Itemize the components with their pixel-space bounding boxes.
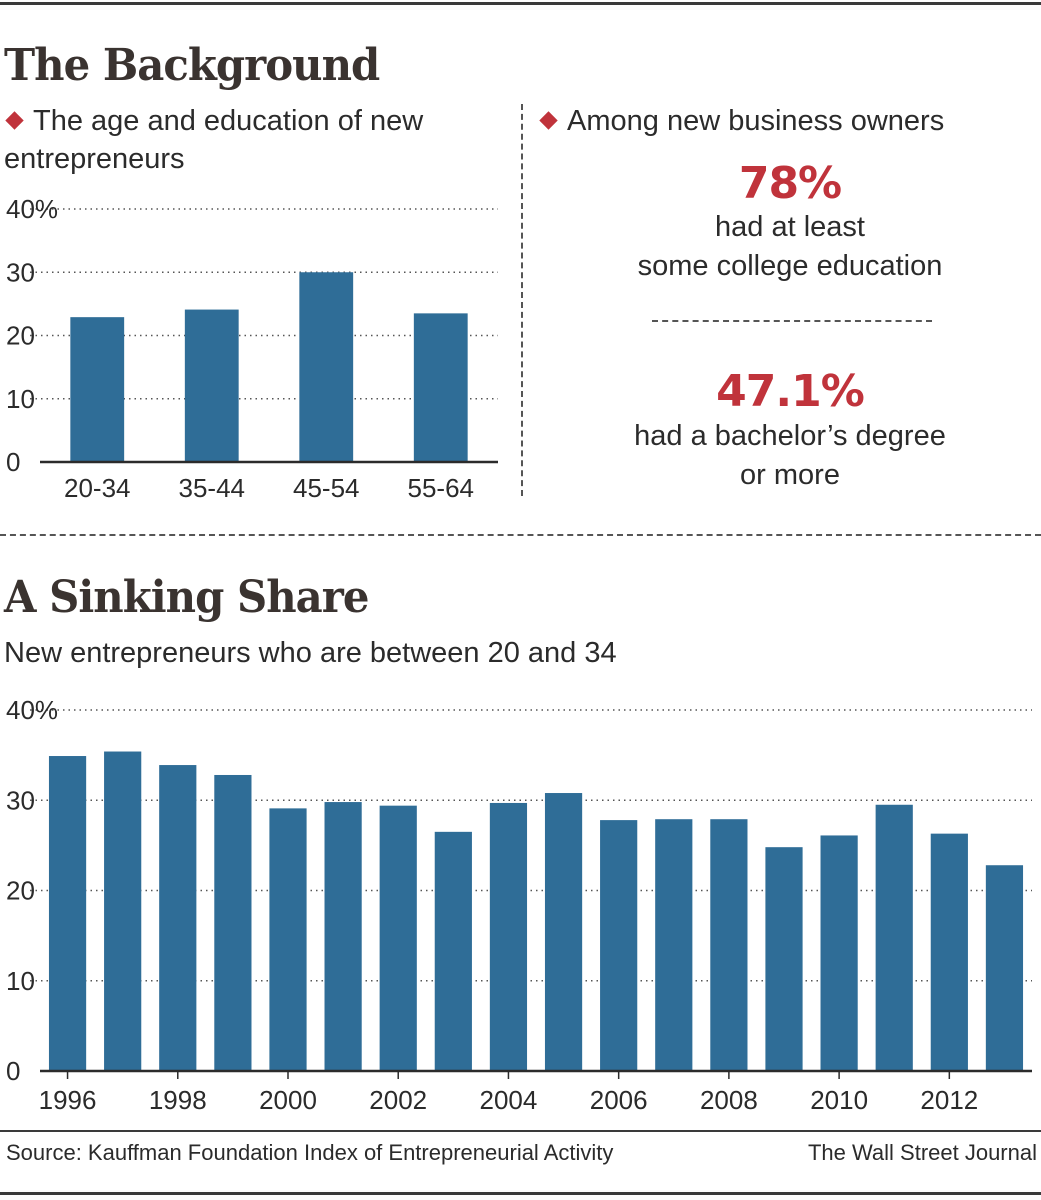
bar-1999 [214,774,252,1071]
right-subtitle: Among new business owners [538,102,944,140]
bar-2005 [544,793,583,1071]
stat-college-line1: had at least [715,211,865,243]
y-tick-label: 30 [6,785,35,815]
section-divider [0,534,1041,536]
bar-55-64 [413,313,468,462]
diamond-bullet-icon [539,111,558,130]
stat-college-label: had at least some college education [560,208,1020,286]
stat-bachelor-label: had a bachelor’s degree or more [560,417,1020,495]
y-tick-label: 20 [6,876,35,906]
stat-separator [652,320,932,322]
stat-college-line2: some college education [637,250,943,282]
x-tick-label: 2004 [480,1085,538,1115]
section-title-sinking-share: A Sinking Share [4,572,369,623]
bar-20-34 [70,317,125,462]
bar-2006 [600,820,638,1071]
y-tick-label: 10 [6,966,35,996]
bar-1996 [48,756,87,1071]
y-tick-label: 40% [6,695,58,725]
x-tick-label: 2006 [590,1085,648,1115]
y-tick-label: 40% [6,194,58,224]
stat-bachelor-line2: or more [740,459,840,491]
footer-rule [0,1130,1041,1132]
share-chart: 0 10 20 30 40% 1996 1998 2000 2002 2004 2006 2008 20… [6,695,1032,1115]
bar-2011 [875,804,913,1071]
bar-2003 [434,831,472,1071]
bar-2010 [820,835,858,1071]
bar-2002 [379,805,417,1071]
y-tick-label: 10 [6,384,35,414]
x-tick-label: 2002 [369,1085,427,1115]
right-subtitle-text: Among new business owners [567,105,945,137]
bar-45-54 [299,272,354,462]
stat-college-value: 78% [738,158,842,209]
bar-2000 [269,808,307,1071]
left-subtitle-text: The age and education of new entrepreneu… [4,105,424,175]
y-tick-label: 20 [6,321,35,351]
credit: The Wall Street Journal [807,1140,1037,1165]
bar-2007 [655,819,693,1071]
stat-bachelor-line1: had a bachelor’s degree [634,420,946,452]
bar-2009 [765,847,803,1071]
bar-2013 [985,865,1024,1071]
bar-2001 [324,802,362,1071]
bottom-rule [0,1192,1041,1195]
bar-2008 [710,819,748,1071]
section-title-background: The Background [4,40,380,91]
y-tick-label: 0 [6,447,20,477]
bar-1998 [159,765,197,1071]
x-tick-label: 2000 [259,1085,317,1115]
age-chart: 0 10 20 30 40% 20-34 35-44 45-54 55-64 [6,194,498,503]
x-tick-label: 1998 [149,1085,207,1115]
bar-35-44 [184,309,239,462]
x-tick-label: 45-54 [293,473,360,503]
y-tick-label: 30 [6,257,35,287]
x-tick-label: 2012 [920,1085,978,1115]
column-divider [521,104,523,496]
x-tick-label: 1996 [39,1085,97,1115]
bar-1997 [104,751,142,1071]
bar-2004 [489,802,528,1071]
x-tick-label: 20-34 [64,473,131,503]
top-rule [0,2,1041,5]
stat-bachelor-value: 47.1% [716,366,865,417]
left-subtitle: The age and education of new entrepreneu… [4,102,504,178]
x-tick-label: 35-44 [179,473,246,503]
x-tick-label: 2010 [810,1085,868,1115]
bottom-subtitle: New entrepreneurs who are between 20 and… [4,637,617,669]
bar-2012 [930,833,968,1071]
diamond-bullet-icon [5,111,24,130]
y-tick-label: 0 [6,1056,20,1086]
source-note: Source: Kauffman Foundation Index of Ent… [6,1140,614,1165]
x-tick-label: 2008 [700,1085,758,1115]
x-tick-label: 55-64 [408,473,475,503]
